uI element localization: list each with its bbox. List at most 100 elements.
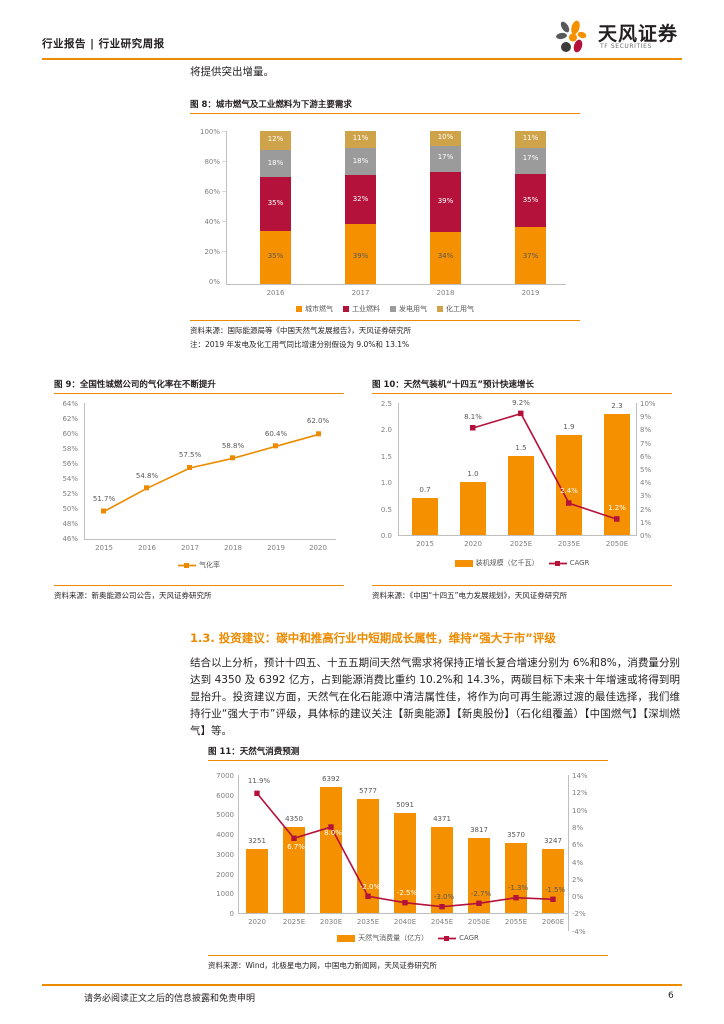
fig8-bar-2017-s4 xyxy=(345,131,376,148)
fig8-legend-label-4: 化工用气 xyxy=(446,305,474,313)
logo-subtext: TF SECURITIES xyxy=(600,43,652,50)
fig11-xtick-2050: 2050E xyxy=(467,918,491,926)
fig11-y2tick-14: 14% xyxy=(572,772,588,780)
fig11-cagr-line xyxy=(254,790,556,910)
fig11-ytick-5000: 5000 xyxy=(216,811,234,820)
figure-8-legend: 城市燃气 工业燃料 发电用气 化工用气 xyxy=(190,304,580,314)
fig11-ytick-7000: 7000 xyxy=(216,772,234,780)
figure-9: 图 9：全国性城燃公司的气化率在不断提升 64% 62% 60% 58% 56%… xyxy=(54,378,344,601)
fig10-bar-2015 xyxy=(412,498,438,535)
fig11-barlabel-2050: 3817 xyxy=(470,826,488,834)
fig8-bar-2017-s3 xyxy=(345,147,376,176)
figure-8-source: 资料来源：国际能源局等《中国天然气发展报告》，天风证券研究所 xyxy=(190,326,412,335)
fig11-y2tick-n4: -4% xyxy=(572,927,586,936)
fig9-xtick-2017: 2017 xyxy=(181,544,199,552)
figure-8-title: 图 8：城市燃气及工业燃料为下游主要需求 xyxy=(190,100,352,110)
fig9-xtick-2019: 2019 xyxy=(267,544,285,552)
fig8-label-2017-s4: 11% xyxy=(352,134,369,142)
fig11-y2tick-6: 6% xyxy=(572,841,584,850)
fig11-y2tick-8: 8% xyxy=(572,823,584,832)
fig8-legend-item-3: 发电用气 xyxy=(390,304,427,314)
fig10-y2tick-6: 6% xyxy=(640,452,652,461)
fig8-label-2018-s1: 34% xyxy=(437,252,454,260)
fig9-label-2019: 60.4% xyxy=(264,430,288,438)
section-paragraph: 结合以上分析，预计十四五、十五五期间天然气需求将保持正增长复合增速分别为 6%和… xyxy=(190,657,680,737)
legend-line-icon xyxy=(548,560,567,566)
fig10-legend-item-2: CAGR xyxy=(548,559,589,567)
fig11-cagrlabel-2040: -2.5% xyxy=(396,889,418,897)
fig8-label-2016-s4: 12% xyxy=(267,135,284,143)
figure-8-rule-bottom xyxy=(190,320,580,321)
fig11-y2tick-12: 12% xyxy=(572,789,588,798)
fig10-bar-2050 xyxy=(604,413,630,535)
fig11-bar-2020 xyxy=(246,848,268,913)
fig10-ytick-00: 0.0 xyxy=(380,532,392,540)
figure-10-title: 图 10：天然气装机“十四五”预计快速增长 xyxy=(372,380,534,390)
fig9-ytick-52: 52% xyxy=(62,490,78,498)
fig11-y2tick-0: 0% xyxy=(572,893,584,902)
figure-8: 图 8：城市燃气及工业燃料为下游主要需求 100% 80% 60% 40% 20… xyxy=(190,98,580,350)
fig11-legend-item-1: 天然气消费量（亿方） xyxy=(337,933,428,943)
fig10-y2tick-3: 3% xyxy=(640,492,652,501)
fig8-legend-item-1: 城市燃气 xyxy=(296,304,333,314)
fig11-cagrlabel-2060: -1.5% xyxy=(544,886,566,894)
fig10-cagrlabel-2020: 8.1% xyxy=(464,413,482,421)
fig8-bar-2018-s4 xyxy=(430,131,461,147)
fig8-ytick-100: 100% xyxy=(199,128,220,136)
fig8-legend-label-1: 城市燃气 xyxy=(305,305,333,313)
figure-9-chart: 64% 62% 60% 58% 56% 54% 52% 50% 48% 46% … xyxy=(54,394,344,579)
fig8-tick-1 xyxy=(222,251,226,252)
legend-swatch-icon xyxy=(337,934,356,942)
fig11-ytick-1000: 1000 xyxy=(216,890,234,899)
figure-11-source: 资料来源：Wind，北极星电力网，中国电力新闻网，天风证券研究所 xyxy=(208,961,437,970)
fig8-ytick-0: 0% xyxy=(208,278,220,286)
fig10-bar-2020 xyxy=(460,482,486,535)
footer-divider xyxy=(42,984,682,986)
fig9-ytick-48: 48% xyxy=(62,520,78,528)
fig9-xtick-2016: 2016 xyxy=(138,544,156,552)
fig10-cagr-line xyxy=(470,410,620,522)
fig9-ytick-58: 58% xyxy=(62,445,78,453)
figure-10-legend: 装机规模（亿千瓦） CAGR xyxy=(372,558,672,568)
figure-11-chart: 7000 6000 5000 4000 3000 2000 1000 0 14%… xyxy=(208,761,608,951)
figure-9-source: 资料来源：新奥能源公司公告，天风证券研究所 xyxy=(54,591,212,600)
fig10-cagrlabel-2035: 2.4% xyxy=(560,487,578,495)
fig10-bar-2035 xyxy=(556,434,582,535)
fig11-cagrlabel-2055: -1.3% xyxy=(507,884,529,892)
intro-paragraph: 将提供突出增量。 xyxy=(190,66,274,78)
fig11-xtick-2035: 2035E xyxy=(356,918,380,926)
tf-logo-icon xyxy=(554,18,594,58)
fig10-xtick-2050: 2050E xyxy=(605,540,629,548)
fig8-bar-2018-s2 xyxy=(430,172,461,232)
fig10-legend-item-1: 装机规模（亿千瓦） xyxy=(454,558,539,568)
fig10-cagrlabel-2025: 9.2% xyxy=(512,399,530,407)
fig11-ytick-4000: 4000 xyxy=(216,831,234,840)
company-logo: 天风证券 TF SECURITIES xyxy=(554,18,682,58)
fig8-ytick-20: 20% xyxy=(204,248,220,256)
fig8-label-2017-s1: 39% xyxy=(352,252,369,260)
fig10-y2tick-1: 1% xyxy=(640,518,652,527)
figure-8-chart: 100% 80% 60% 40% 20% 0% 35% 35% 18% 12% xyxy=(190,114,580,306)
figure-9-rule-bottom xyxy=(54,585,344,586)
fig8-bar-2019-s4 xyxy=(515,131,546,148)
fig11-cagrlabel-2030: 8.0% xyxy=(324,829,342,837)
figure-9-rule-top xyxy=(54,393,344,394)
fig8-xtick-2018: 2018 xyxy=(436,289,455,297)
figure-10-rule-top xyxy=(372,393,672,394)
fig11-barlabel-2045: 4371 xyxy=(433,815,451,823)
figure-10-chart: 2.5 2.0 1.5 1.0 0.5 0.0 10% 9% 8% 7% 6% … xyxy=(372,394,672,579)
fig9-y-axis xyxy=(84,403,85,539)
fig8-legend-item-2: 工业燃料 xyxy=(343,304,380,314)
fig10-x-axis xyxy=(398,535,637,536)
fig10-barlabel-2050: 2.3 xyxy=(611,402,623,410)
fig9-x-axis xyxy=(84,539,336,540)
fig10-xtick-2025: 2025E xyxy=(509,540,533,548)
fig8-bar-2018-s3 xyxy=(430,146,461,173)
fig8-label-2018-s2: 39% xyxy=(437,197,454,205)
fig9-label-2015: 51.7% xyxy=(92,495,116,503)
fig11-bar-2060 xyxy=(542,849,564,913)
fig9-line-series xyxy=(101,431,321,514)
fig8-label-2019-s1: 37% xyxy=(522,252,539,260)
fig8-label-2016-s3: 18% xyxy=(267,159,284,167)
